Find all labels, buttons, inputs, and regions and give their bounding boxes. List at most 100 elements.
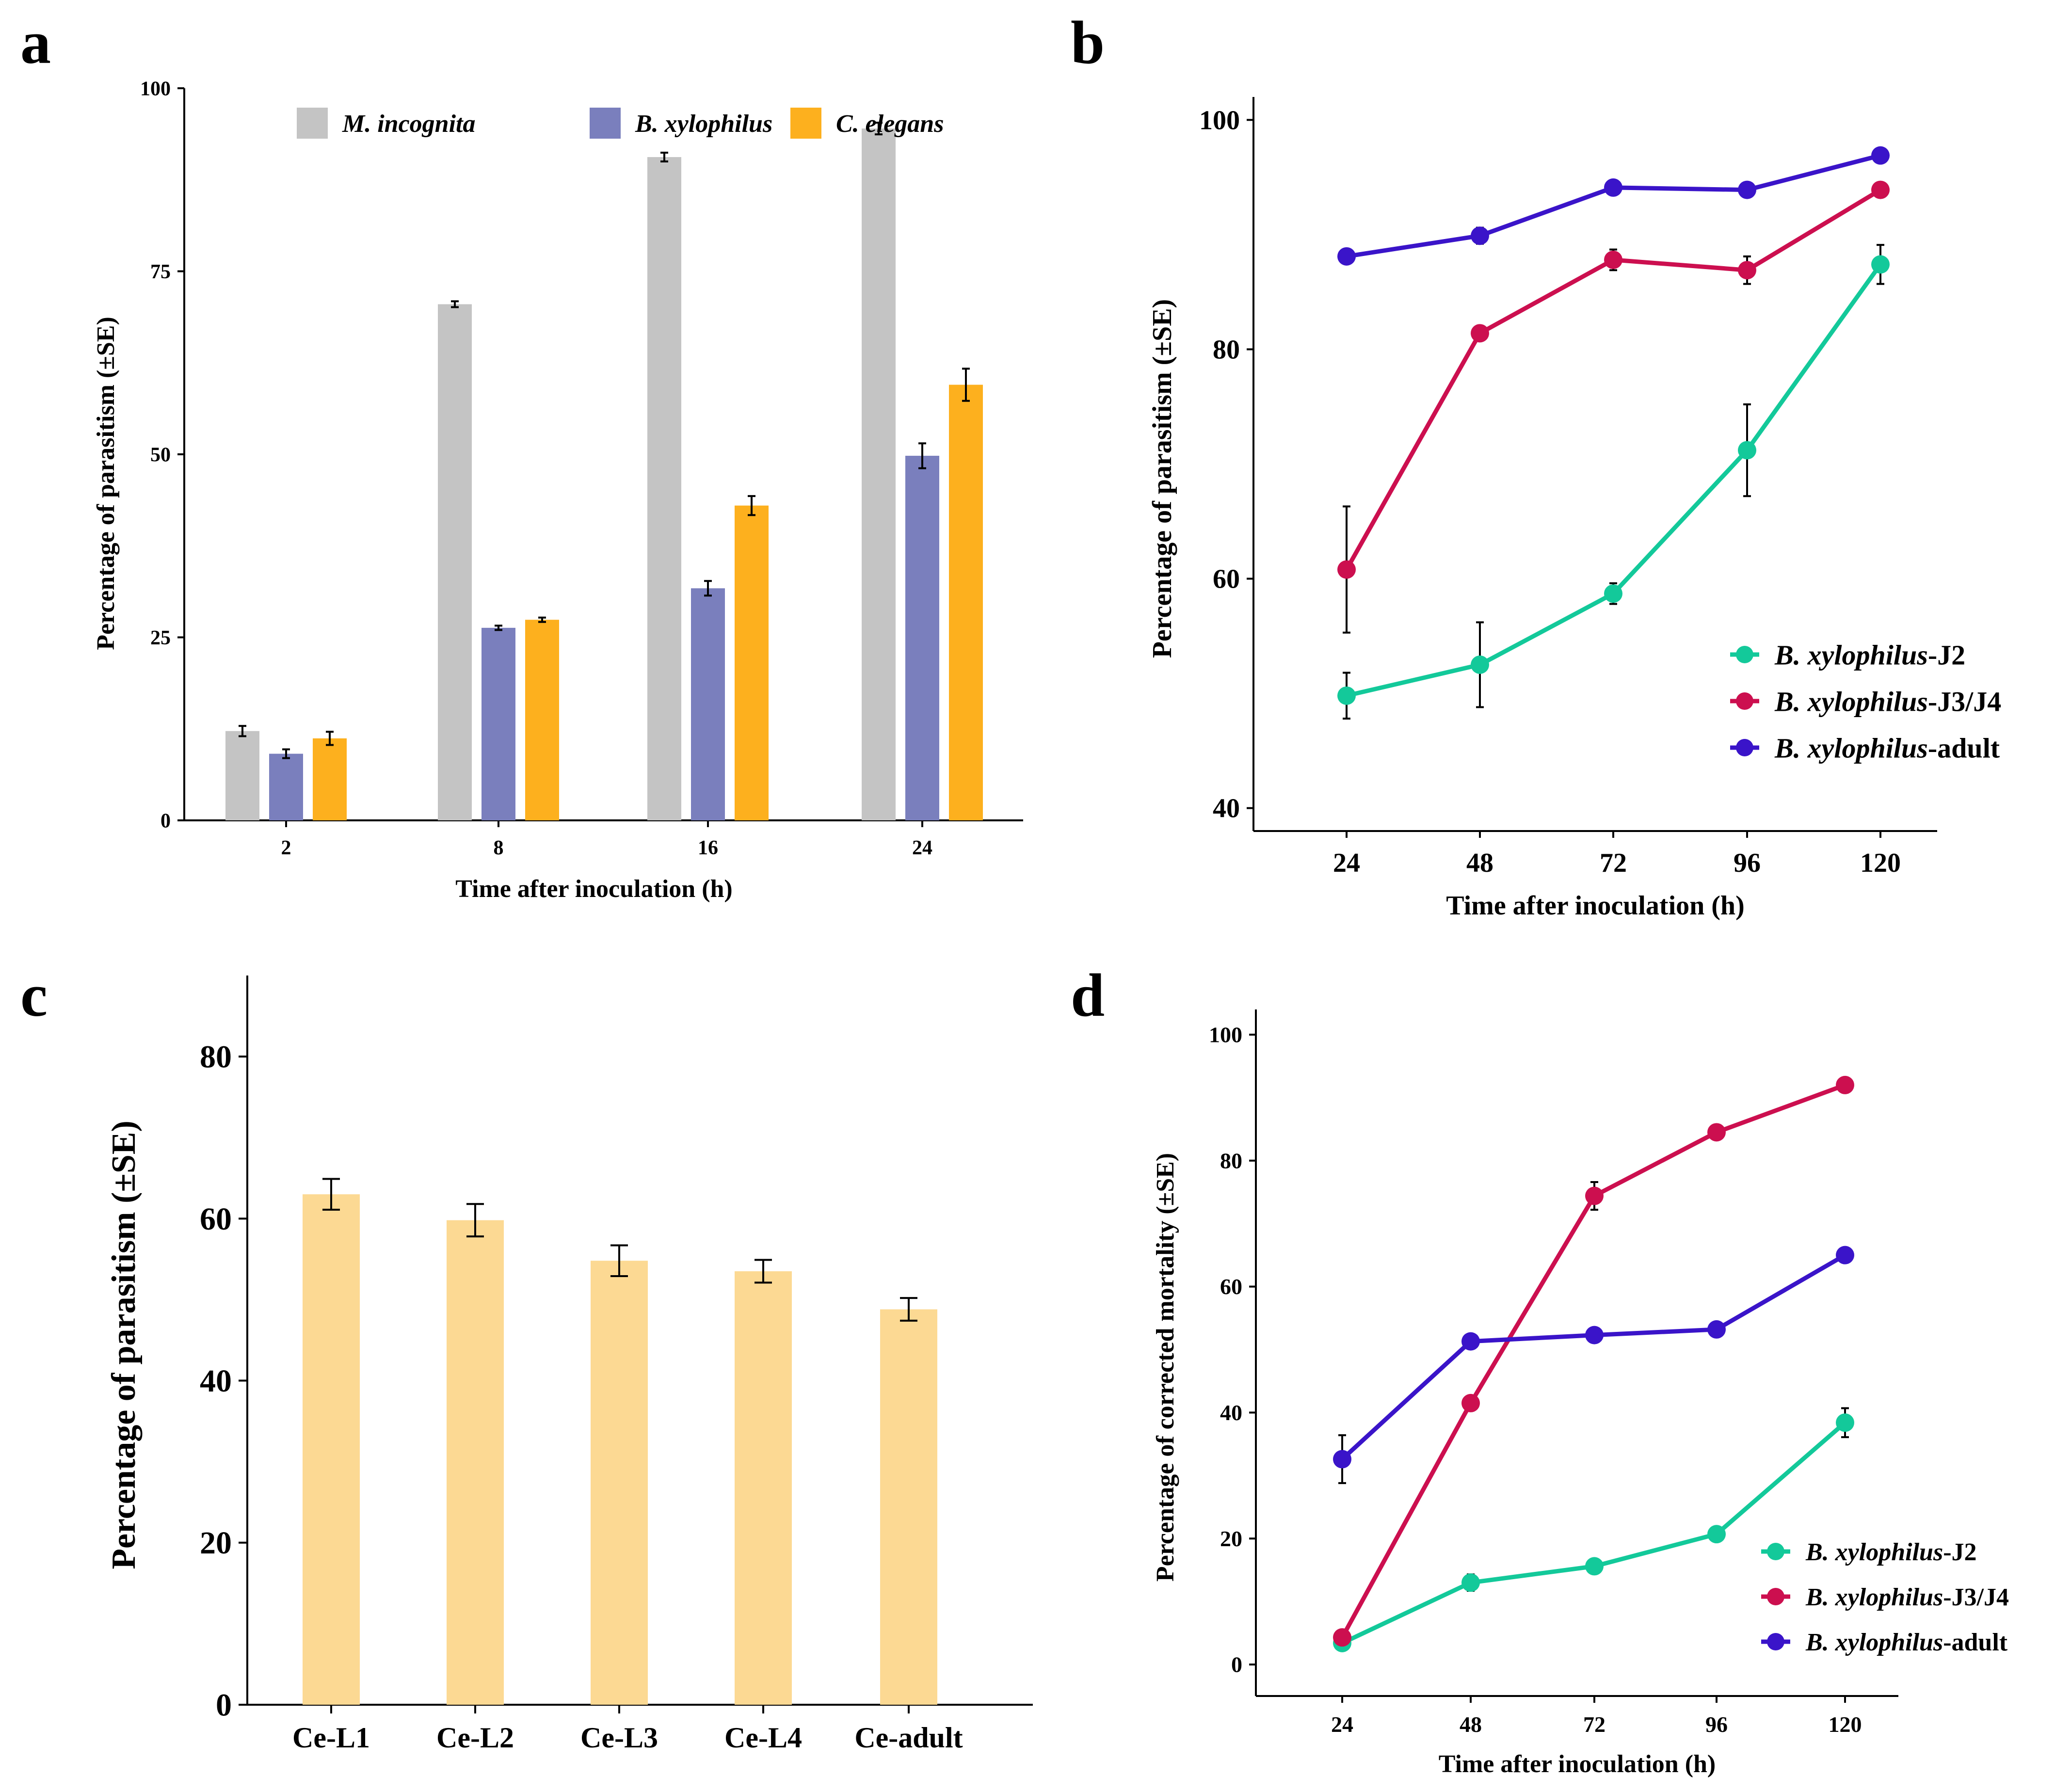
x-tick-label: 48 [1466,848,1493,878]
legend-key-point [1736,646,1753,663]
y-tick-label: 0 [216,1687,232,1723]
error-bar [322,1178,340,1211]
error-bar [755,1259,772,1284]
legend-label-species: B. xylophilus [1805,1538,1943,1566]
x-tick-label: Ce-adult [854,1722,963,1754]
error-bar [610,1244,628,1277]
data-point [1461,1393,1480,1412]
y-tick-label: 25 [150,627,171,649]
chart-panel-a: 0 25 50 75 100 2 8 16 24 Time after inoculation (… [92,78,1023,903]
x-axis-title: Time after inoculation (h) [1439,1750,1716,1778]
legend-label-stage: -J2 [1928,639,1965,671]
chart-panel-d: 0 20 40 60 80 100 24 48 72 96 120 Time after inocul… [1152,1009,2009,1778]
error-bar [466,1203,484,1238]
y-tick-label: 100 [1199,105,1240,135]
x-tick-label: 72 [1600,848,1627,878]
series-line [1346,263,1882,698]
data-point [1836,1413,1854,1432]
error-bar [962,368,970,402]
y-tick-label: 80 [200,1040,232,1075]
x-tick-label: 96 [1705,1712,1728,1737]
data-point [1707,1525,1726,1544]
x-tick-label: Ce-L4 [724,1722,802,1754]
y-tick-label: 40 [1220,1400,1242,1425]
x-tick-label: 8 [494,837,504,859]
legend-key-point [1767,1588,1784,1605]
legend-key [790,108,821,139]
error-bar [704,580,712,597]
y-tick-label: 60 [200,1201,232,1237]
x-tick-label: 96 [1734,848,1761,878]
x-tick-label: Ce-L3 [580,1722,658,1754]
legend-label-species: B. xylophilus [1774,686,1928,717]
data-point [1585,1326,1604,1344]
legend-label-species: B. xylophilus [1805,1629,1943,1656]
panel-letter-b: b [1071,9,1105,77]
y-axis-title: Percentage of parasitism (±SE) [92,317,120,650]
legend-key-point [1736,692,1753,710]
legend-label: B. xylophilus-adult [1805,1629,2008,1656]
legend-key [297,108,328,139]
data-point [1461,1332,1480,1351]
data-point [1871,146,1890,165]
legend-label: B. xylophilus-J3/J4 [1774,686,2001,717]
bar [482,627,515,820]
y-tick-label: 100 [140,78,171,100]
y-tick-label: 40 [1213,794,1240,824]
legend-label: B. xylophilus [635,110,772,138]
legend-label-stage: -adult [1943,1629,2008,1656]
y-tick-label: 80 [1220,1148,1242,1173]
y-tick-label: 0 [161,810,171,832]
x-axis-title: Time after inoculation (h) [455,875,733,903]
legend-label: B. xylophilus-adult [1774,732,2000,764]
legend-label-stage: -J3/J4 [1928,686,2001,717]
legend-key-point [1736,739,1753,756]
bar [225,731,259,820]
x-tick-label: 24 [912,837,932,859]
y-axis-title: Percentage of corrected mortality (±SE) [1152,1153,1179,1582]
bar [735,505,769,820]
chart-panel-c: 0 20 40 60 80 Ce-L1 Ce-L2 Ce-L3 Ce-L4 Ce-adult Per… [105,976,1033,1754]
legend-label: B. xylophilus-J2 [1805,1538,1977,1566]
data-point [1871,255,1890,274]
data-point [1471,324,1489,343]
data-point [1738,180,1756,199]
bar [949,384,983,820]
bar [438,304,472,821]
bar [591,1261,648,1705]
bar [303,1194,360,1705]
legend-label: B. xylophilus-J3/J4 [1805,1584,2009,1611]
data-point [1337,560,1356,579]
bar [525,620,559,820]
legend-label-stage: -adult [1928,732,2000,764]
x-tick-label: 72 [1583,1712,1605,1737]
x-tick-label: 120 [1829,1712,1862,1737]
data-point [1836,1246,1854,1264]
error-bar [660,151,668,162]
error-bar [495,624,502,631]
y-tick-label: 60 [1213,564,1240,594]
chart-panel-b: 40 60 80 100 24 48 72 96 120 Time after inoculati… [1147,97,2001,921]
bar [447,1220,504,1705]
legend-key-point [1767,1633,1784,1650]
x-tick-label: 48 [1460,1712,1482,1737]
y-axis-title: Percentage of parasitism (±SE) [1147,299,1177,658]
y-tick-label: 75 [150,261,171,283]
legend-label-species: B. xylophilus [1805,1584,1943,1611]
data-point [1738,441,1756,460]
legend-label-stage: -J3/J4 [1943,1584,2009,1611]
data-point [1836,1075,1854,1094]
legend-label-species: B. xylophilus [1774,639,1928,671]
data-point [1738,261,1756,280]
panel-letter-a: a [20,9,51,77]
error-bar [451,300,459,308]
bar [905,456,939,820]
bar [269,753,303,820]
bar [880,1309,937,1705]
data-point [1604,250,1622,269]
data-point [1604,584,1622,603]
x-axis-title: Time after inoculation (h) [1446,891,1744,921]
error-bar [748,495,755,516]
bar [313,738,347,820]
data-point [1585,1557,1604,1576]
